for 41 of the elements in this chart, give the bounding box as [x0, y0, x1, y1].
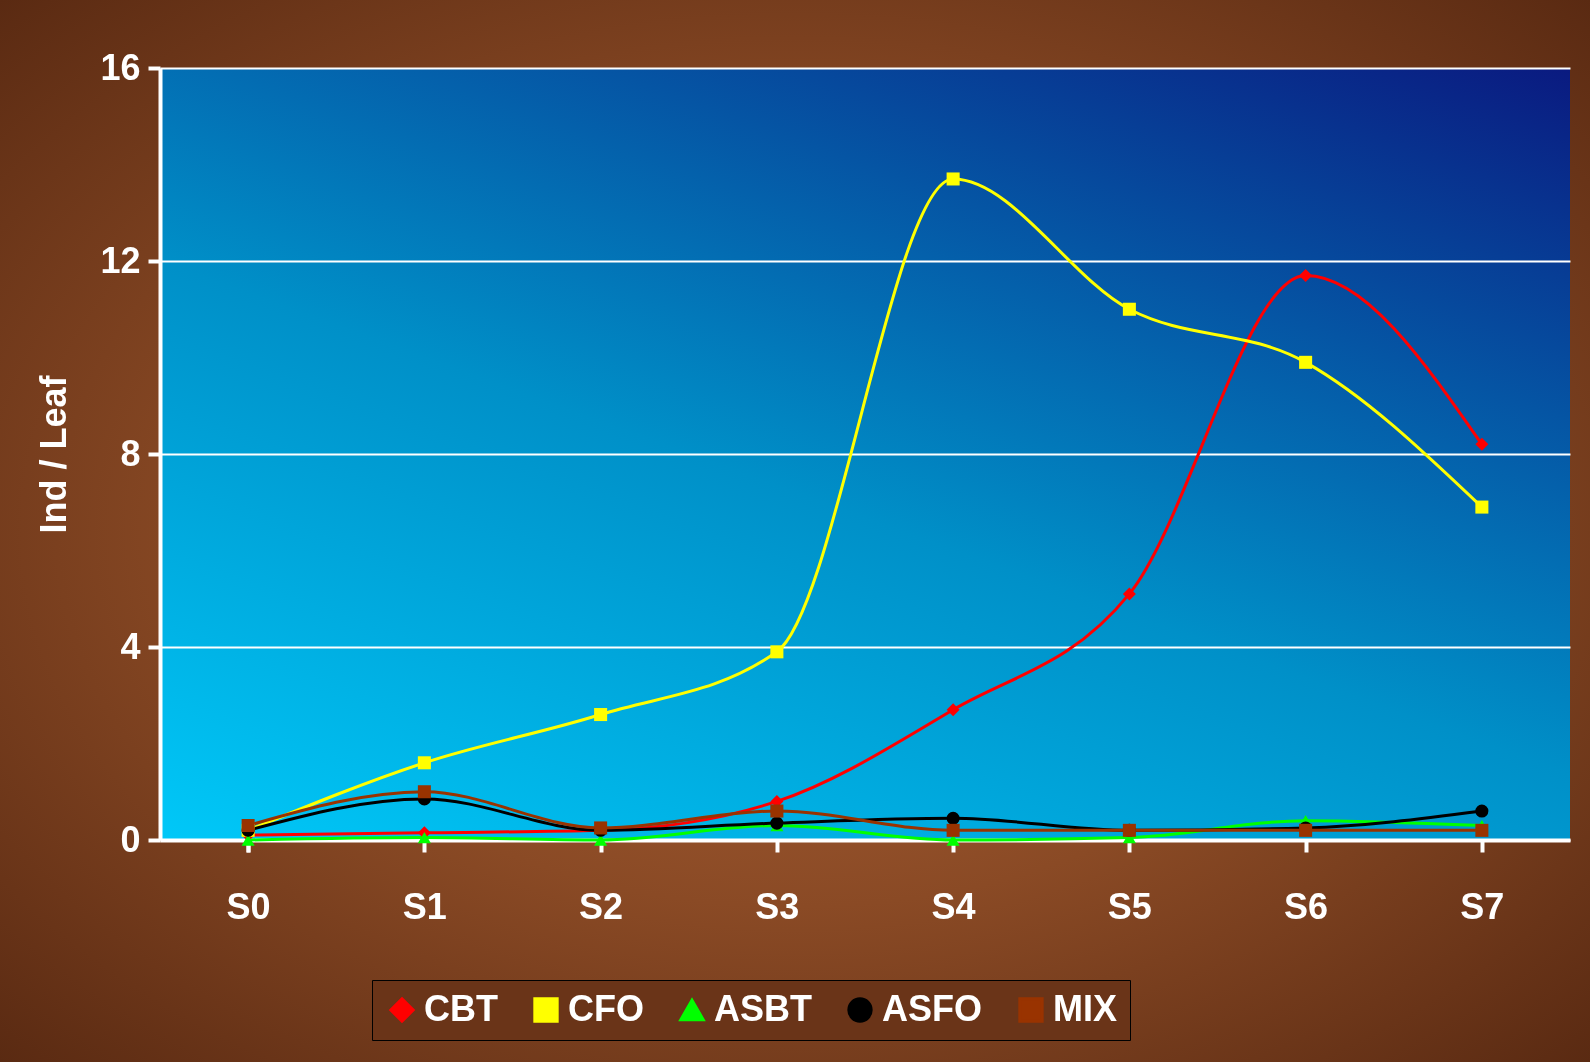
point	[594, 708, 608, 722]
point	[241, 819, 255, 833]
x-tick-label: S5	[1107, 885, 1152, 927]
y-tick-label: 0	[120, 818, 141, 860]
legend-label: CBT	[424, 988, 498, 1029]
point	[1475, 437, 1489, 451]
x-tick-label: S4	[931, 885, 976, 927]
x-tick-label: S3	[755, 885, 800, 927]
legend-label: ASFO	[882, 988, 983, 1029]
point	[1475, 804, 1489, 818]
x-tick-label: S1	[402, 885, 447, 927]
legend-label: CFO	[568, 988, 644, 1029]
y-tick-label: 8	[120, 432, 141, 474]
x-tick-label: S2	[579, 885, 624, 927]
legend-label: MIX	[1053, 988, 1118, 1029]
y-tick-label: 4	[120, 625, 141, 667]
point	[1299, 268, 1313, 282]
point	[770, 645, 784, 659]
x-tick-label: S0	[226, 885, 271, 927]
point	[1475, 500, 1489, 514]
legend-label: ASBT	[714, 988, 813, 1029]
point	[770, 804, 784, 818]
point	[1122, 587, 1136, 601]
point	[946, 703, 960, 717]
point	[1299, 355, 1313, 369]
point	[594, 834, 608, 846]
y-tick-label: 16	[100, 46, 141, 88]
point	[417, 785, 431, 799]
point	[946, 834, 960, 846]
point	[1475, 823, 1489, 837]
point	[946, 823, 960, 837]
point	[417, 756, 431, 770]
point	[1122, 302, 1136, 316]
y-axis-title: Ind / Leaf	[33, 374, 75, 534]
x-tick-label: S7	[1460, 885, 1505, 927]
point	[241, 834, 255, 846]
y-tick-label: 12	[100, 239, 141, 281]
x-tick-label: S6	[1284, 885, 1329, 927]
point	[417, 831, 431, 844]
point	[946, 172, 960, 186]
point	[946, 811, 960, 825]
